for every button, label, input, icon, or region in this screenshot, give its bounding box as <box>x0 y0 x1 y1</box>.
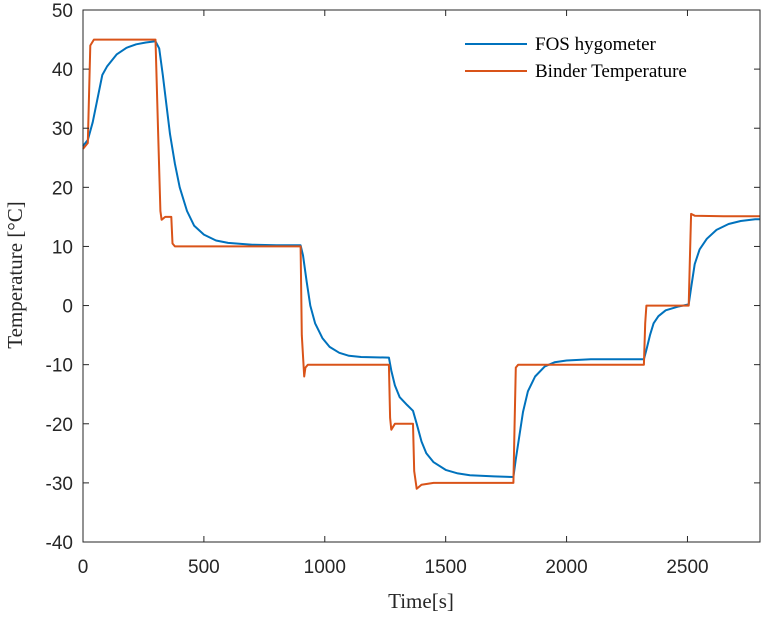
x-tick-label: 2500 <box>666 557 708 578</box>
legend: FOS hygometer Binder Temperature <box>465 34 687 82</box>
series-layer <box>82 38 760 490</box>
y-tick-label: -20 <box>46 415 73 436</box>
axes-box <box>82 9 761 543</box>
y-tick-label: 10 <box>52 237 73 258</box>
y-tick-label: -30 <box>46 474 73 495</box>
y-tick-label: 20 <box>52 178 73 199</box>
x-tick-label: 1000 <box>304 557 346 578</box>
y-axis-ticks: -40 -30 -20 -10 0 10 20 30 40 50 <box>46 1 760 554</box>
y-tick-label: -40 <box>46 533 73 554</box>
legend-label-binder-temperature: Binder Temperature <box>535 61 687 82</box>
x-tick-label: 500 <box>188 557 220 578</box>
x-axis-ticks: 0 500 1000 1500 2000 2500 <box>78 10 709 578</box>
y-tick-label: 50 <box>52 1 73 22</box>
series-line-binder-temperature <box>82 38 760 490</box>
plot-area <box>83 10 760 542</box>
y-tick-label: 0 <box>62 297 73 318</box>
y-tick-label: -10 <box>46 356 73 377</box>
x-tick-label: 2000 <box>545 557 587 578</box>
y-tick-label: 40 <box>52 60 73 81</box>
x-tick-label: 0 <box>78 557 89 578</box>
y-tick-label: 30 <box>52 119 73 140</box>
legend-label-fos-hygometer: FOS hygometer <box>535 34 657 55</box>
x-tick-label: 1500 <box>425 557 467 578</box>
x-axis-label: Time[s] <box>388 589 454 613</box>
series-line-fos-hygometer <box>82 40 760 478</box>
y-axis-label: Temperature [°C] <box>3 201 27 348</box>
